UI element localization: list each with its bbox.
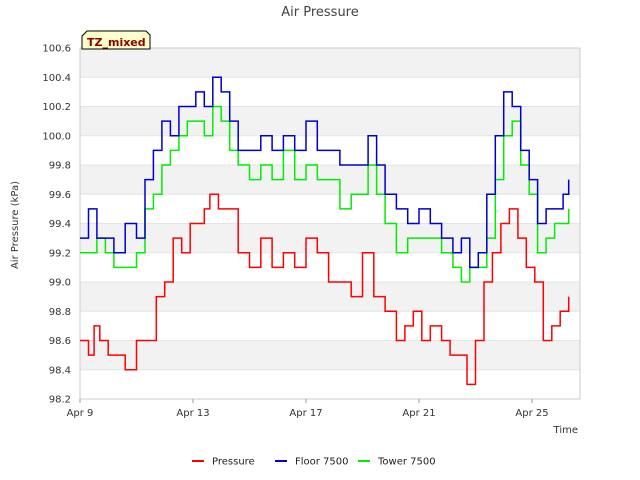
x-axis-ticks: Apr 9 Apr 13 Apr 17 Apr 21 Apr 25 <box>67 399 549 419</box>
y-tick-label: 98.8 <box>49 307 71 318</box>
plot-background-bands <box>80 48 580 399</box>
series-lines <box>80 76 570 386</box>
y-tick-label: 99.4 <box>49 219 71 230</box>
y-tick-label: 100.2 <box>42 102 71 113</box>
background-band <box>80 194 580 224</box>
y-axis-title: Air Pressure (kPa) <box>10 181 21 269</box>
background-band <box>80 252 580 282</box>
y-tick-label: 100.6 <box>42 44 71 55</box>
y-tick-label: 98.4 <box>49 365 71 376</box>
x-tick-label: Apr 9 <box>67 408 94 419</box>
x-tick-label: Apr 13 <box>176 408 209 419</box>
x-tick-label: Apr 21 <box>402 408 435 419</box>
legend-label: Tower 7500 <box>377 457 436 468</box>
series-line-pressure <box>80 193 570 386</box>
y-tick-label: 98.2 <box>49 395 71 406</box>
background-band <box>80 311 580 341</box>
x-tick-label: Apr 17 <box>289 408 322 419</box>
y-tick-label: 99.6 <box>49 190 71 201</box>
tz-badge-label: TZ_mixed <box>87 36 146 49</box>
x-axis-title: Time <box>553 425 578 436</box>
y-tick-label: 99.0 <box>49 278 71 289</box>
chart-title: Air Pressure <box>281 5 359 20</box>
series-line-floor-7500 <box>80 76 570 269</box>
background-band <box>80 340 580 370</box>
background-band <box>80 106 580 136</box>
y-tick-label: 98.6 <box>49 336 71 347</box>
background-band <box>80 223 580 253</box>
legend: Pressure Floor 7500 Tower 7500 <box>192 457 436 468</box>
series-line-tower-7500 <box>80 105 570 283</box>
legend-label: Floor 7500 <box>295 457 349 468</box>
y-tick-label: 100.4 <box>42 73 71 84</box>
y-axis-ticks: 98.2 98.4 98.6 98.8 99.0 99.2 99.4 99.6 99.8 100.… <box>42 44 71 406</box>
background-band <box>80 369 580 399</box>
legend-label: Pressure <box>212 457 255 468</box>
background-band <box>80 77 580 107</box>
x-tick-label: Apr 25 <box>515 408 548 419</box>
y-tick-label: 99.2 <box>49 248 71 259</box>
background-band <box>80 48 580 78</box>
y-tick-label: 99.8 <box>49 161 71 172</box>
y-tick-label: 100.0 <box>42 131 71 142</box>
tz-badge: TZ_mixed <box>81 30 151 50</box>
background-band <box>80 282 580 312</box>
plot-frame <box>79 47 581 400</box>
tz-badge-box <box>81 30 151 50</box>
